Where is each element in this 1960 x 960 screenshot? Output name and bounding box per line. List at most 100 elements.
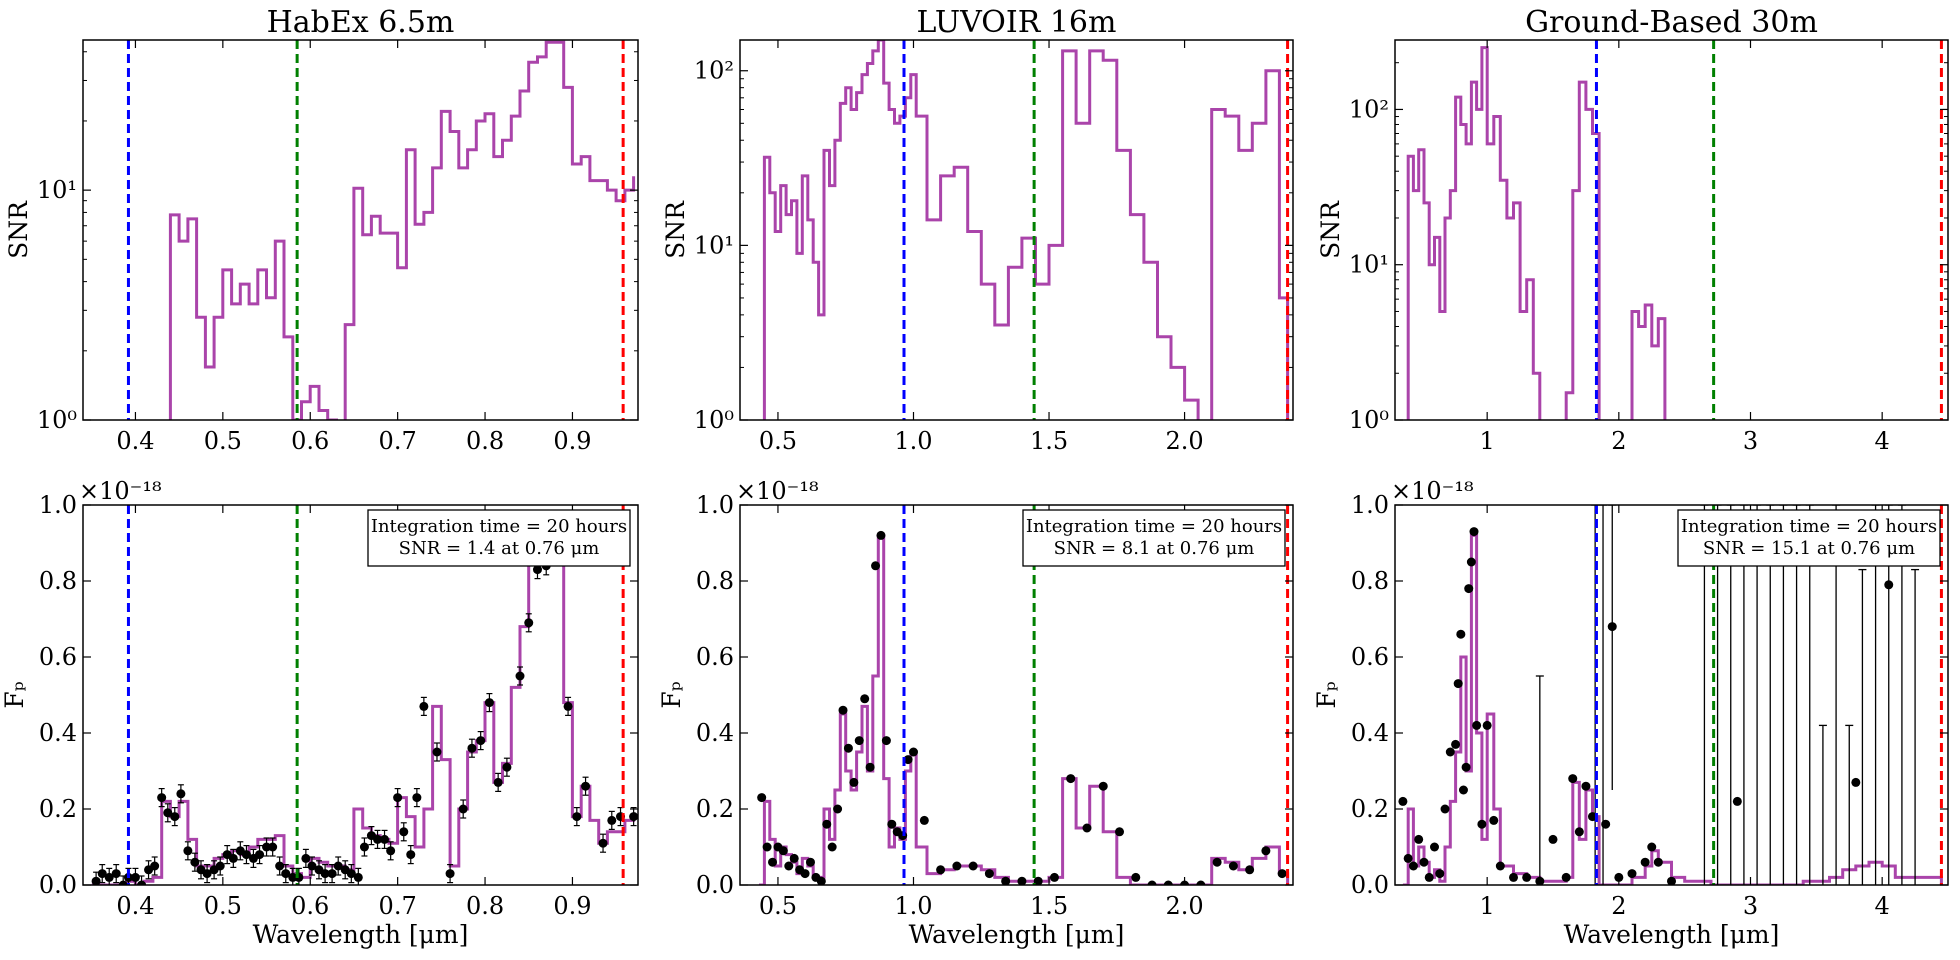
data-point	[1261, 846, 1271, 856]
data-point	[1098, 781, 1108, 791]
data-point	[1548, 834, 1558, 844]
data-point	[359, 842, 369, 852]
data-point	[476, 736, 486, 746]
annotation-text: SNR = 1.4 at 0.76 μm	[399, 538, 600, 559]
axes-frame	[82, 504, 639, 886]
data-point	[1561, 872, 1571, 882]
y-tick-label: 0.2	[1351, 795, 1389, 823]
data-point	[854, 736, 864, 746]
data-point	[1163, 880, 1173, 885]
data-point	[412, 793, 422, 803]
data-point	[176, 789, 186, 799]
data-point	[137, 880, 147, 885]
x-axis-label: Wavelength [μm]	[1564, 920, 1780, 949]
data-point	[968, 861, 978, 871]
data-point	[163, 808, 173, 818]
y-tick-label: 0.2	[39, 795, 77, 823]
data-point	[1482, 720, 1492, 730]
data-point	[1419, 857, 1429, 867]
y-tick-label: 0.8	[1351, 567, 1389, 595]
data-point	[150, 861, 160, 871]
model-spectrum-line	[1406, 46, 1667, 420]
annotation-text: SNR = 15.1 at 0.76 μm	[1703, 538, 1915, 559]
panel-habex-fp: 0.4 0.5 0.6 0.7 0.8 0.9 0.0 0.2 0.4 0.6 0.8 1.0 Fₚ Wa…	[0, 477, 639, 949]
y-tick-label: 0.8	[696, 567, 734, 595]
x-tick-label: 2	[1611, 427, 1626, 455]
y-tick-label: 10⁰	[1349, 406, 1389, 434]
panel-title: Ground-Based 30m	[1525, 5, 1818, 40]
data-point	[1477, 819, 1487, 829]
x-tick-label: 0.8	[466, 427, 504, 455]
data-point	[1212, 857, 1222, 867]
data-point	[524, 618, 534, 628]
y-tick-label: 1.0	[696, 491, 734, 519]
panel-ground-fp: 1 2 3 4 0.0 0.2 0.4 0.6 0.8 1.0 Fₚ Wavelength [μm] ×…	[1312, 477, 1949, 949]
data-point	[1228, 861, 1238, 871]
y-tick-label: 0.4	[696, 719, 734, 747]
data-point	[104, 872, 114, 882]
x-tick-label: 1.0	[894, 427, 932, 455]
data-point	[1601, 819, 1611, 829]
data-point	[268, 842, 278, 852]
data-point	[865, 762, 875, 772]
x-tick-label: 0.4	[116, 892, 154, 920]
data-point	[373, 834, 383, 844]
data-point	[581, 781, 591, 791]
data-point	[1131, 872, 1141, 882]
data-point	[380, 834, 390, 844]
data-point	[1453, 679, 1463, 689]
data-point	[1049, 872, 1059, 882]
y-axis-label: SNR	[661, 200, 690, 259]
x-tick-label: 0.4	[116, 427, 154, 455]
data-point	[255, 850, 265, 860]
data-point	[860, 694, 870, 704]
data-point	[903, 755, 913, 765]
plot-area	[1406, 40, 1943, 420]
data-point	[215, 861, 225, 871]
panel-luvoir-fp: 0.5 1.0 1.5 2.0 0.0 0.2 0.4 0.6 0.8 1.0 Fₚ Waveleng…	[657, 477, 1294, 949]
data-point	[183, 846, 193, 856]
y-scale-label: ×10⁻¹⁸	[736, 477, 819, 505]
data-point	[1851, 777, 1861, 787]
data-point	[843, 743, 853, 753]
annotation-text: Integration time = 20 hours	[371, 516, 627, 537]
x-tick-label: 1.0	[894, 892, 932, 920]
panel-title: LUVOIR 16m	[917, 5, 1117, 40]
y-tick-label: 0.4	[1351, 719, 1389, 747]
y-tick-label: 10²	[1349, 95, 1389, 123]
x-tick-label: 3	[1743, 892, 1758, 920]
data-point	[762, 842, 772, 852]
data-point	[1456, 629, 1466, 639]
data-point	[1398, 796, 1408, 806]
x-tick-label: 2	[1611, 892, 1626, 920]
data-point	[952, 861, 962, 871]
axes-frame	[739, 39, 1294, 421]
y-tick-label: 10¹	[694, 231, 734, 259]
data-point	[778, 846, 788, 856]
data-point	[1445, 747, 1455, 757]
panel-title: HabEx 6.5m	[267, 5, 455, 40]
y-tick-label: 10⁰	[37, 406, 77, 434]
data-point	[1115, 827, 1125, 837]
data-point	[1472, 720, 1482, 730]
data-point	[757, 793, 767, 803]
data-point	[170, 812, 180, 822]
data-point	[1435, 869, 1445, 879]
data-point	[111, 869, 121, 879]
data-point	[789, 853, 799, 863]
data-point	[1574, 827, 1584, 837]
annotation-box	[367, 509, 631, 567]
panel-habex-snr: 0.4 0.5 0.6 0.7 0.8 0.9 10⁰ 10¹ HabEx 6.5m SNR	[4, 5, 639, 455]
axes-frame	[1394, 39, 1949, 421]
data-point	[572, 812, 582, 822]
data-point	[458, 804, 468, 814]
data-point	[346, 869, 356, 879]
x-tick-label: 2.0	[1165, 892, 1203, 920]
x-tick-label: 0.7	[379, 427, 417, 455]
data-point	[275, 861, 285, 871]
x-tick-label: 0.5	[759, 427, 797, 455]
data-point	[1522, 872, 1532, 882]
data-point	[1440, 804, 1450, 814]
data-point	[301, 853, 311, 863]
